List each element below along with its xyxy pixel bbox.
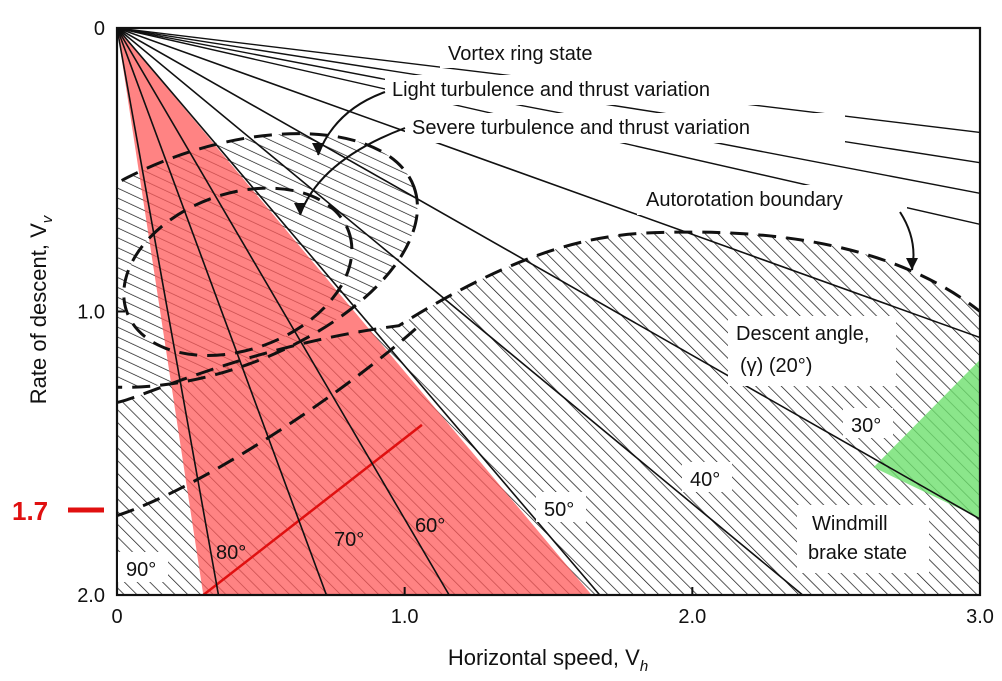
angle-label-30: 30° <box>851 415 881 437</box>
green-highlight-region <box>873 359 980 519</box>
angle-label-bg-40 <box>682 462 732 492</box>
y-tick-label-0: 0 <box>94 18 105 40</box>
descent-ray-20 <box>117 28 980 339</box>
x-tick-label-2: 2.0 <box>678 606 706 628</box>
descent-ray-70 <box>117 28 328 595</box>
autorotation-arrow-head <box>906 258 918 270</box>
autorotation-label: Autorotation boundary <box>646 189 843 211</box>
severe-arrow <box>299 127 406 216</box>
vortex-label-bg <box>440 38 640 68</box>
fan-ray-2 <box>117 28 980 195</box>
vortex-boundary-inner <box>122 186 354 357</box>
angle-label-90: 90° <box>126 559 156 581</box>
x-axis-label: Horizontal speed, Vh <box>448 645 648 675</box>
light-label: Light turbulence and thrust variation <box>392 79 710 101</box>
autorotation-boundary <box>117 230 980 404</box>
angle-label-70: 70° <box>334 529 364 551</box>
angle-label-bg-30 <box>843 408 893 438</box>
marker-label: 1.7 <box>12 496 48 526</box>
windmill-label-bg <box>797 505 929 573</box>
angle-label-bg-20 <box>728 316 896 386</box>
angle-label-bg-90 <box>118 552 168 582</box>
red-guide-line <box>202 423 423 595</box>
windmill-label-2: brake state <box>808 542 907 564</box>
y-tick-label-1: 1.0 <box>77 302 105 324</box>
angle-label-20: Descent angle, <box>736 323 869 345</box>
angle-label-bg-50 <box>536 492 586 522</box>
y-axis-label: Rate of descent, Vv <box>26 214 56 404</box>
angle-label-60: 60° <box>415 515 445 537</box>
descent-ray-60 <box>117 28 450 595</box>
descent-ray-30 <box>117 28 980 520</box>
angle-label-40: 40° <box>690 469 720 491</box>
x-tick-label-3: 3.0 <box>966 606 994 628</box>
vortex-boundary-outer <box>117 132 419 389</box>
descent-ray-80 <box>117 28 220 595</box>
y-tick-label-2: 2.0 <box>77 585 105 607</box>
severe-label: Severe turbulence and thrust variation <box>412 117 750 139</box>
angle-label-50: 50° <box>544 499 574 521</box>
angle-label-80: 80° <box>216 542 246 564</box>
red-highlight-region <box>117 28 592 595</box>
lower-dashed-boundary <box>117 324 421 518</box>
descent-ray-50 <box>117 28 601 595</box>
vortex-label: Vortex ring state <box>448 43 593 65</box>
severe-label-bg <box>405 113 845 143</box>
autorotation-label-bg <box>637 185 907 215</box>
light-label-bg <box>385 75 805 105</box>
x-tick-label-1: 1.0 <box>391 606 419 628</box>
severe-arrow-head <box>294 203 306 215</box>
descent-ray-40 <box>117 28 804 595</box>
angle-label-20-line2: (γ) (20°) <box>740 355 812 377</box>
windmill-label-1: Windmill <box>812 513 888 535</box>
light-arrow-head <box>312 143 324 155</box>
x-tick-label-0: 0 <box>111 606 122 628</box>
